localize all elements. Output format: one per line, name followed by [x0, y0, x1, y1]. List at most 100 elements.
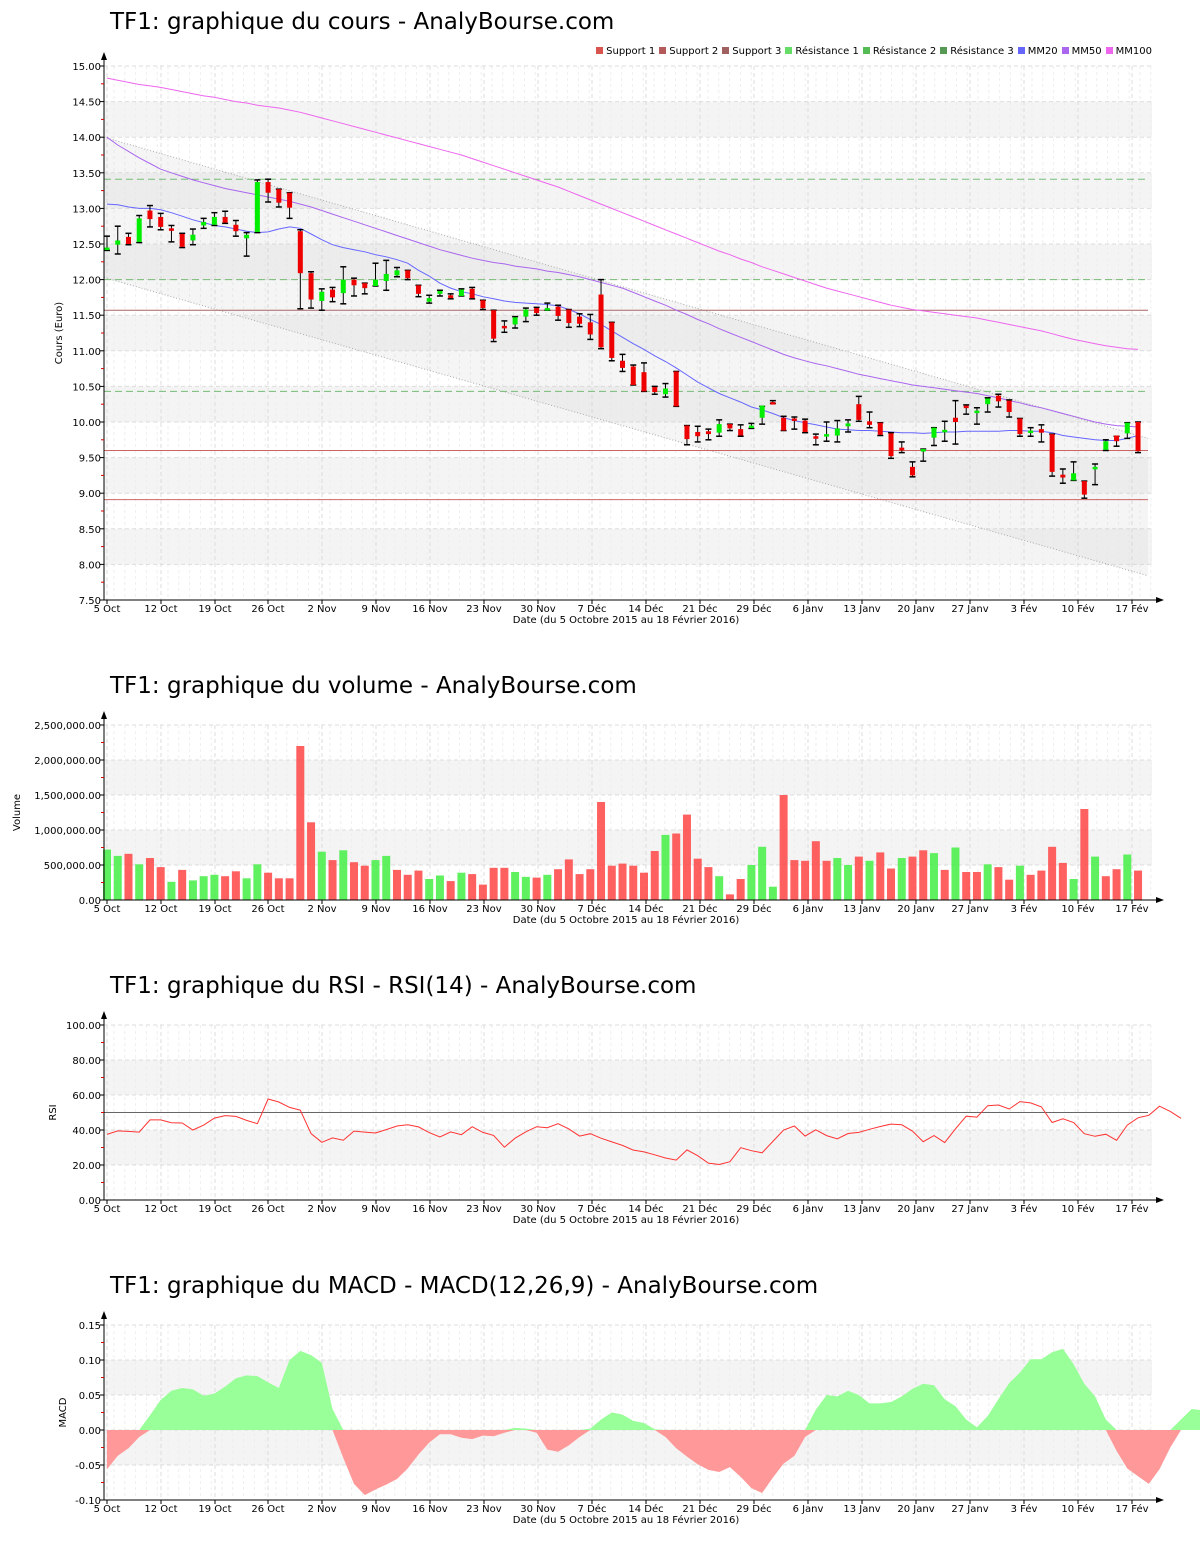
volume-bar — [167, 881, 176, 900]
candle-body-down — [877, 422, 883, 435]
volume-bar — [135, 864, 144, 900]
volume-bar — [414, 870, 423, 900]
candlestick — [1027, 426, 1034, 437]
candle-body-down — [738, 429, 744, 436]
legend-item-r-sistance-3: Résistance 3 — [940, 46, 1014, 57]
mm100-line — [106, 77, 1139, 350]
x-tick-label: 12 Oct — [144, 1504, 177, 1515]
legend-label: Résistance 3 — [950, 46, 1014, 57]
volume-bar — [1101, 876, 1110, 900]
candlestick — [351, 277, 358, 297]
volume-bar — [919, 850, 928, 900]
x-tick-label: 10 Fév — [1061, 603, 1094, 615]
x-tick-label: 2 Nov — [307, 604, 336, 615]
volume-bar — [392, 869, 401, 900]
candlestick — [436, 289, 443, 297]
candle-body-down — [469, 288, 475, 299]
legend-swatch-icon — [722, 47, 730, 54]
candle-body-down — [856, 404, 862, 420]
volume-bar — [908, 856, 917, 900]
x-tick-label: 7 Déc — [578, 903, 607, 915]
x-tick-label: 20 Janv — [897, 604, 934, 615]
volume-bar — [682, 814, 691, 900]
volume-bar — [887, 868, 896, 900]
x-tick-label: 14 Déc — [628, 1503, 663, 1515]
candlestick — [705, 428, 712, 441]
volume-bar — [640, 872, 648, 900]
y-tick-label: 40.00 — [72, 1126, 101, 1137]
x-tick-label: 26 Oct — [251, 604, 284, 615]
volume-bar — [1048, 846, 1057, 900]
legend-item-r-sistance-1: Résistance 1 — [785, 46, 859, 57]
volume-bar — [264, 872, 273, 900]
candlestick — [232, 219, 239, 237]
y-tick-label: 0.00 — [79, 1196, 101, 1207]
candlestick — [297, 229, 304, 310]
rsi-chart-title: TF1: graphique du RSI - RSI(14) - AnalyB… — [110, 973, 697, 999]
candlestick — [104, 235, 110, 252]
volume-bar — [231, 871, 240, 900]
x-tick-label: 17 Fév — [1115, 1503, 1148, 1515]
volume-bar — [1037, 870, 1046, 900]
y-tick-label: 12.50 — [72, 240, 101, 251]
volume-bar — [317, 851, 326, 900]
volume-bar — [779, 795, 788, 900]
candlestick — [1016, 417, 1023, 437]
candlestick — [1135, 421, 1142, 454]
volume-bar — [758, 846, 767, 900]
candlestick — [963, 404, 970, 415]
volume-bar — [854, 856, 863, 900]
legend-swatch-icon — [940, 47, 948, 54]
candlestick — [426, 294, 433, 304]
volume-bar — [1058, 862, 1067, 900]
candlestick — [748, 422, 755, 430]
x-axis-arrow-icon — [1156, 1497, 1164, 1503]
candlestick — [726, 423, 733, 432]
candlestick — [415, 284, 422, 298]
candlestick — [930, 426, 937, 447]
volume-bar — [296, 746, 305, 900]
volume-bar — [328, 860, 337, 900]
candlestick — [544, 302, 551, 311]
candlestick — [673, 370, 680, 408]
candlestick — [458, 288, 465, 297]
volume-bar — [962, 872, 971, 900]
volume-bar — [285, 878, 294, 900]
legend-item-support-1: Support 1 — [596, 46, 655, 57]
candlestick — [855, 395, 862, 423]
candle-body-down — [480, 300, 486, 309]
x-tick-label: 23 Nov — [466, 1504, 502, 1515]
legend-item-r-sistance-2: Résistance 2 — [862, 46, 936, 57]
legend-swatch-icon — [785, 47, 793, 54]
x-tick-label: 7 Déc — [578, 1203, 607, 1215]
candlestick — [512, 315, 519, 329]
candle-body-down — [620, 360, 626, 368]
volume-bar — [178, 869, 187, 900]
grid-band — [104, 830, 1152, 865]
candlestick — [136, 214, 143, 244]
x-tick-label: 29 Déc — [736, 1503, 771, 1515]
volume-bar — [253, 864, 262, 900]
x-tick-label: 12 Oct — [144, 604, 177, 615]
candle-body-up — [383, 273, 389, 282]
volume-bar — [607, 865, 616, 900]
volume-bar — [199, 876, 208, 900]
candle-body-up — [748, 425, 754, 429]
candlestick — [211, 211, 218, 227]
legend-label: MM50 — [1071, 46, 1102, 57]
candlestick — [340, 266, 347, 305]
candlestick — [802, 418, 809, 434]
x-tick-label: 10 Fév — [1061, 1503, 1094, 1515]
volume-bar — [500, 867, 509, 900]
candlestick — [920, 448, 927, 462]
volume-bar — [801, 860, 810, 900]
legend-label: MM20 — [1027, 46, 1058, 57]
candle-body-down — [415, 285, 421, 294]
x-tick-label: 6 Janv — [793, 904, 824, 915]
candle-body-up — [394, 270, 400, 276]
candle-body-down — [362, 283, 368, 289]
candlestick — [275, 188, 282, 208]
regression-upper-line — [103, 136, 1149, 439]
price-chart-block: TF1: graphique du cours - AnalyBourse.co… — [0, 0, 1200, 640]
candle-body-up — [512, 317, 518, 325]
